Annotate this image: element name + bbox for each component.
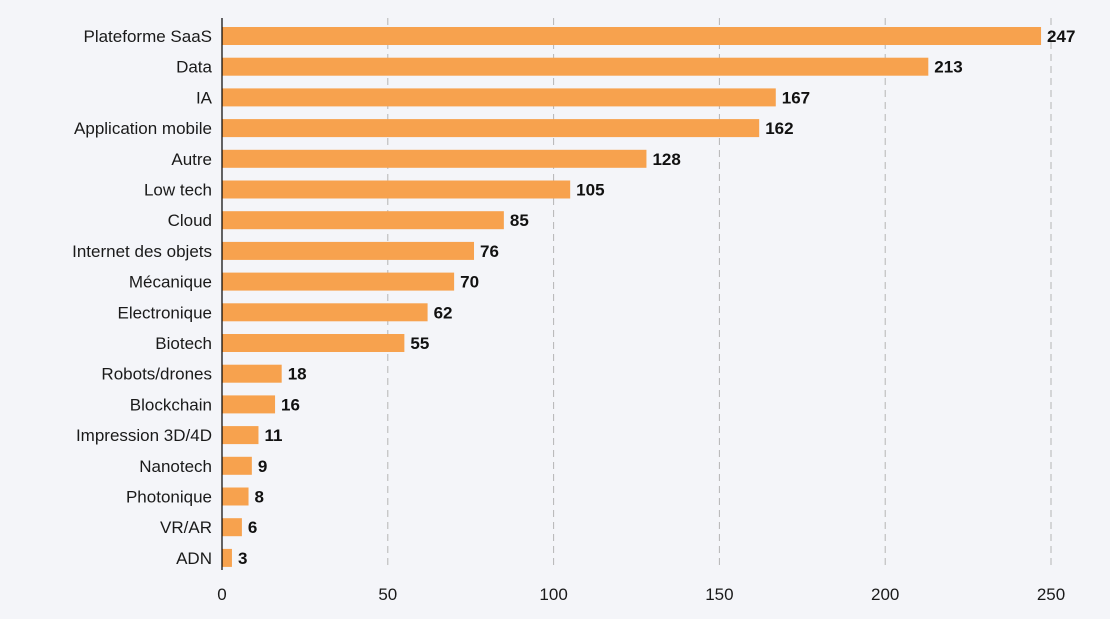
value-label: 16 xyxy=(281,395,300,414)
category-labels: Plateforme SaaS Data IA Application mobile A… xyxy=(72,27,213,568)
bar xyxy=(222,180,571,199)
value-label: 3 xyxy=(238,549,247,568)
bar xyxy=(222,211,504,230)
bar xyxy=(222,303,428,322)
gridlines xyxy=(387,18,1052,568)
bar xyxy=(222,426,259,445)
category-label: Biotech xyxy=(155,334,212,353)
value-label: 8 xyxy=(255,488,264,507)
bar xyxy=(222,119,760,138)
value-label: 9 xyxy=(258,457,267,476)
bar xyxy=(222,456,252,475)
category-label: VR/AR xyxy=(160,518,212,537)
category-label: Cloud xyxy=(168,211,212,230)
bar xyxy=(222,149,647,168)
bar xyxy=(222,57,929,76)
x-tick-labels: 0 50 100 150 200 250 xyxy=(217,585,1065,604)
x-tick-label: 250 xyxy=(1037,585,1065,604)
category-label: Data xyxy=(176,58,212,77)
bar xyxy=(222,487,249,506)
category-label: Blockchain xyxy=(130,395,212,414)
x-tick-label: 50 xyxy=(378,585,397,604)
x-tick-label: 200 xyxy=(871,585,899,604)
value-label: 76 xyxy=(480,242,499,261)
category-label: Internet des objets xyxy=(72,242,212,261)
category-label: IA xyxy=(196,88,213,107)
bar xyxy=(222,241,475,260)
bars xyxy=(222,27,1042,567)
category-label: Plateforme SaaS xyxy=(83,27,212,46)
value-label: 18 xyxy=(288,365,307,384)
value-label: 70 xyxy=(460,273,479,292)
value-label: 167 xyxy=(782,88,810,107)
bar xyxy=(222,27,1042,45)
value-label: 55 xyxy=(410,334,429,353)
bar xyxy=(222,364,282,383)
bar xyxy=(222,334,405,352)
bar xyxy=(222,88,776,107)
value-label: 128 xyxy=(652,150,680,169)
category-label: Nanotech xyxy=(139,457,212,476)
category-label: Electronique xyxy=(117,303,212,322)
value-label: 213 xyxy=(934,58,962,77)
bar xyxy=(222,548,232,567)
value-label: 85 xyxy=(510,211,529,230)
value-label: 247 xyxy=(1047,27,1075,46)
value-label: 11 xyxy=(264,426,282,445)
category-label: Robots/drones xyxy=(101,365,212,384)
category-label: ADN xyxy=(176,549,212,568)
value-label: 62 xyxy=(434,303,453,322)
x-tick-label: 0 xyxy=(217,585,226,604)
category-label: Impression 3D/4D xyxy=(76,426,212,445)
x-tick-label: 150 xyxy=(705,585,733,604)
category-label: Photonique xyxy=(126,488,212,507)
category-label: Application mobile xyxy=(74,119,212,138)
x-tick-label: 100 xyxy=(539,585,567,604)
value-label: 6 xyxy=(248,518,257,537)
category-label: Mécanique xyxy=(129,273,212,292)
value-label: 162 xyxy=(765,119,793,138)
bar xyxy=(222,272,455,291)
category-label: Autre xyxy=(171,150,212,169)
category-label: Low tech xyxy=(144,181,212,200)
bar xyxy=(222,395,276,414)
value-label: 105 xyxy=(576,181,604,200)
bar xyxy=(222,518,242,537)
